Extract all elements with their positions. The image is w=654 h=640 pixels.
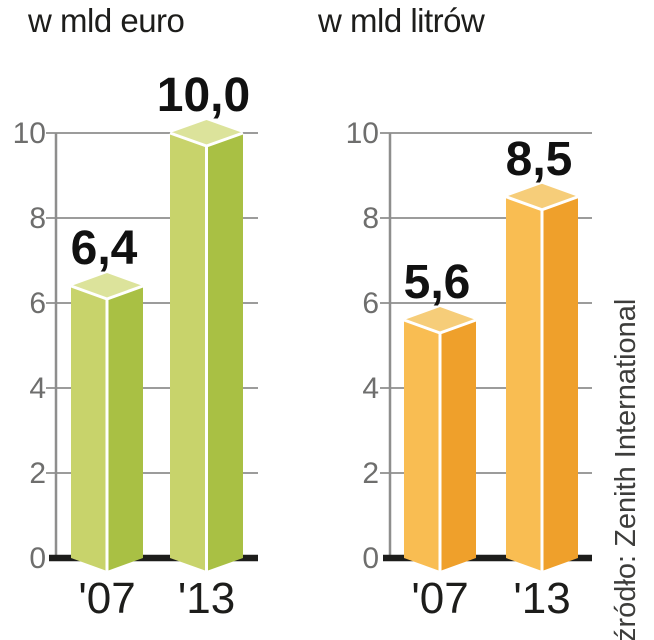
y-axis-tick-label: 0 xyxy=(362,542,379,575)
bar-right-face xyxy=(440,320,476,571)
x-axis-category-label: '07 xyxy=(411,574,468,623)
y-axis-tick-label: 2 xyxy=(29,457,46,490)
bar-left-face xyxy=(71,286,107,571)
source-credit: źródło: Zenith International xyxy=(610,298,642,640)
bar-edge-highlight xyxy=(403,318,477,571)
bar-value-label: 6,4 xyxy=(71,222,138,275)
y-axis-tick-label: 4 xyxy=(362,372,379,405)
bar-edge-highlight xyxy=(169,131,244,571)
y-axis-tick-label: 2 xyxy=(362,457,379,490)
bar-right-face xyxy=(206,133,243,571)
y-axis-tick-label: 0 xyxy=(29,542,46,575)
x-axis-category-label: '13 xyxy=(178,574,235,623)
x-axis-category-label: '07 xyxy=(78,574,135,623)
bar-right-face xyxy=(107,286,143,571)
y-axis-tick-label: 10 xyxy=(346,117,379,150)
y-axis-tick-label: 8 xyxy=(29,202,46,235)
y-axis-tick-label: 6 xyxy=(29,287,46,320)
bar-left-face xyxy=(404,320,440,571)
bar-value-label: 8,5 xyxy=(506,133,573,186)
bar-value-label: 5,6 xyxy=(404,256,471,309)
x-axis-category-label: '13 xyxy=(513,574,570,623)
bar-left-face xyxy=(170,133,207,571)
left-chart-title: w mld euro xyxy=(28,2,185,39)
bar-edge-highlight xyxy=(70,284,144,571)
bar-edge-highlight xyxy=(505,195,579,571)
y-axis-tick-label: 6 xyxy=(362,287,379,320)
y-axis-tick-label: 10 xyxy=(13,117,46,150)
bar-value-label: 10,0 xyxy=(157,69,250,122)
right-chart-title: w mld litrów xyxy=(318,2,485,39)
bar-left-face xyxy=(506,196,542,571)
y-axis-tick-label: 4 xyxy=(29,372,46,405)
bar-right-face xyxy=(542,196,578,571)
y-axis-tick-label: 8 xyxy=(362,202,379,235)
